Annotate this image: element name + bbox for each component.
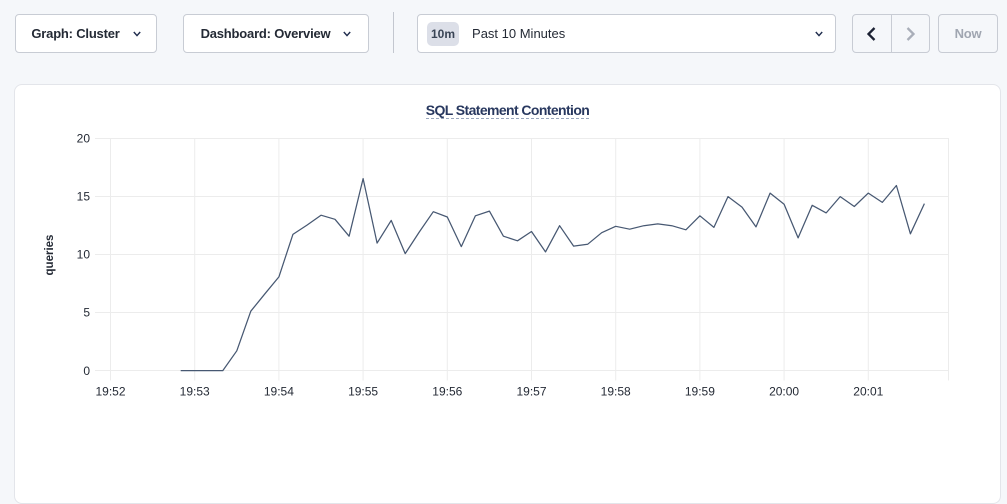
svg-text:19:57: 19:57 bbox=[516, 385, 546, 399]
svg-text:15: 15 bbox=[77, 190, 91, 204]
svg-text:19:58: 19:58 bbox=[601, 385, 631, 399]
svg-text:20: 20 bbox=[77, 132, 91, 146]
svg-text:5: 5 bbox=[83, 306, 90, 320]
svg-text:20:00: 20:00 bbox=[769, 385, 799, 399]
svg-text:19:56: 19:56 bbox=[432, 385, 462, 399]
svg-text:19:53: 19:53 bbox=[180, 385, 210, 399]
svg-text:19:55: 19:55 bbox=[348, 385, 378, 399]
svg-text:10: 10 bbox=[77, 248, 91, 262]
svg-text:20:01: 20:01 bbox=[853, 385, 883, 399]
svg-text:0: 0 bbox=[83, 364, 90, 378]
svg-text:19:54: 19:54 bbox=[264, 385, 294, 399]
svg-text:queries: queries bbox=[44, 235, 56, 276]
svg-text:19:59: 19:59 bbox=[685, 385, 715, 399]
svg-text:19:52: 19:52 bbox=[95, 385, 125, 399]
